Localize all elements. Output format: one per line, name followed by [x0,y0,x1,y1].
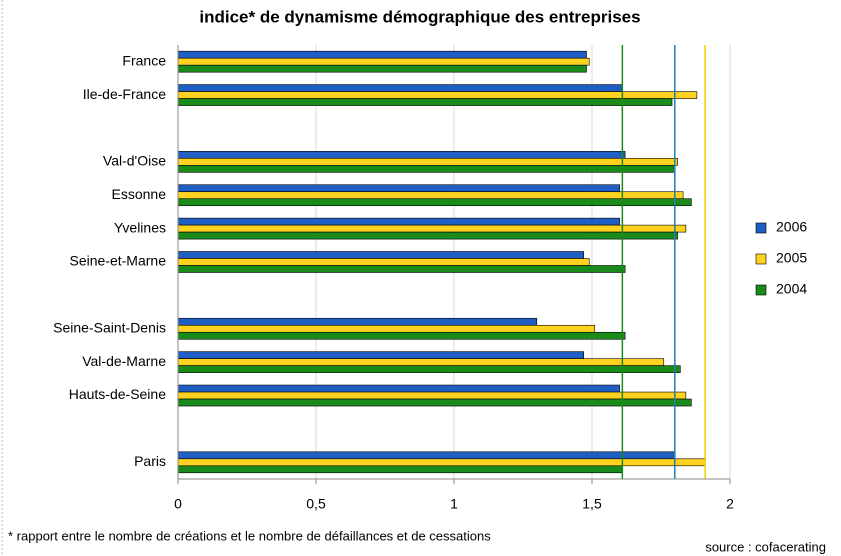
x-tick-label: 2 [726,496,734,512]
y-tick-label: Ile-de-France [83,86,166,102]
y-tick-label: Hauts-de-Seine [69,386,166,402]
bar [177,231,678,240]
bar [177,184,620,193]
bar [177,384,620,393]
bar [177,265,626,273]
y-tick-label: France [122,52,166,68]
y-tick-label: Val-d'Oise [103,153,166,169]
y-tick-label: Seine-Saint-Denis [53,319,166,335]
legend-swatch [755,253,767,265]
bar [177,57,590,66]
bar [177,151,626,159]
bar [177,165,676,173]
footnote: * rapport entre le nombre de créations e… [8,528,491,543]
legend-swatch [755,222,767,234]
bar [177,50,587,59]
bar [177,391,687,400]
y-tick-label: Paris [134,453,166,469]
bar [177,317,538,326]
chart-title: indice* de dynamisme démographique des e… [199,7,640,26]
legend-label: 2004 [776,281,807,297]
bar [177,224,687,233]
bar [177,258,590,266]
bar [177,84,623,92]
bar [177,398,692,407]
bar [177,64,587,73]
x-tick-label: 1 [450,496,458,512]
bar [177,98,673,106]
bar [177,251,585,259]
bar [177,351,585,359]
bar [177,158,678,166]
source: source : cofacerating [705,539,826,554]
x-tick-label: 0,5 [306,496,326,512]
bar [177,91,698,99]
bar [177,198,692,207]
bar [177,331,626,340]
y-tick-label: Seine-et-Marne [70,253,167,269]
bar [177,451,676,460]
bar [177,324,596,333]
bar [177,465,623,474]
legend-label: 2006 [776,219,807,235]
bar [177,458,706,467]
bar [177,191,684,200]
y-tick-label: Val-de-Marne [82,353,166,369]
bar [177,358,665,366]
bar [177,365,681,373]
x-tick-label: 0 [174,496,182,512]
legend-swatch [755,284,767,296]
y-tick-label: Yvelines [114,219,166,235]
bar [177,217,620,226]
x-tick-label: 1,5 [582,496,602,512]
legend-label: 2005 [776,250,807,266]
y-tick-label: Essonne [112,186,167,202]
